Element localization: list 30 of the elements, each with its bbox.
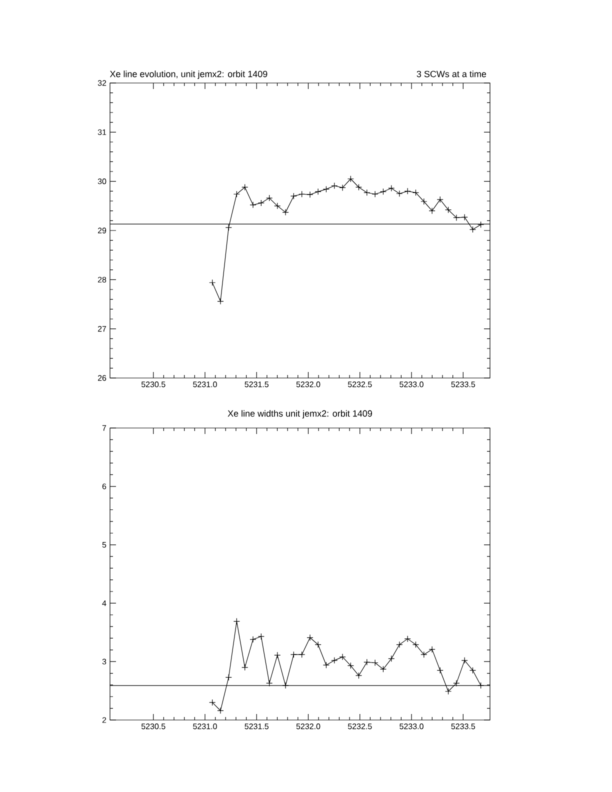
y-tick-label: 32 <box>98 80 106 86</box>
y-tick-label: 28 <box>98 276 106 282</box>
y-tick-label: 29 <box>98 228 106 234</box>
x-tick-label: 5233.0 <box>400 382 424 388</box>
x-tick-label: 5230.5 <box>141 382 166 388</box>
y-tick-label: 7 <box>102 425 106 431</box>
x-tick-label: 5231.5 <box>244 724 269 730</box>
x-tick-label: 5231.0 <box>193 382 217 388</box>
x-tick-label: 5232.5 <box>348 724 372 730</box>
x-tick-label: 5233.5 <box>451 382 476 388</box>
x-tick-label: 5233.0 <box>400 724 424 730</box>
x-tick-label: 5232.5 <box>348 382 372 388</box>
y-tick-label: 27 <box>98 326 106 332</box>
x-tick-label: 5232.0 <box>296 382 320 388</box>
y-tick-label: 26 <box>98 375 106 381</box>
y-tick-label: 31 <box>98 129 106 135</box>
x-tick-label: 5231.5 <box>244 382 269 388</box>
chart-subtitle: 3 SCWs at a time <box>416 70 486 78</box>
chart-title: Xe line widths unit jemx2: orbit 1409 <box>228 410 372 418</box>
y-tick-label: 2 <box>102 717 106 723</box>
x-tick-label: 5231.0 <box>193 724 217 730</box>
x-tick-label: 5232.0 <box>296 724 320 730</box>
y-tick-label: 4 <box>102 600 106 606</box>
chart-title: Xe line evolution, unit jemx2: orbit 1409 <box>110 70 268 79</box>
y-tick-label: 3 <box>102 658 106 664</box>
y-tick-label: 30 <box>98 178 106 184</box>
y-tick-label: 5 <box>102 542 106 548</box>
x-tick-label: 5230.5 <box>141 724 166 730</box>
y-tick-label: 6 <box>102 484 106 490</box>
x-tick-label: 5233.5 <box>451 724 476 730</box>
